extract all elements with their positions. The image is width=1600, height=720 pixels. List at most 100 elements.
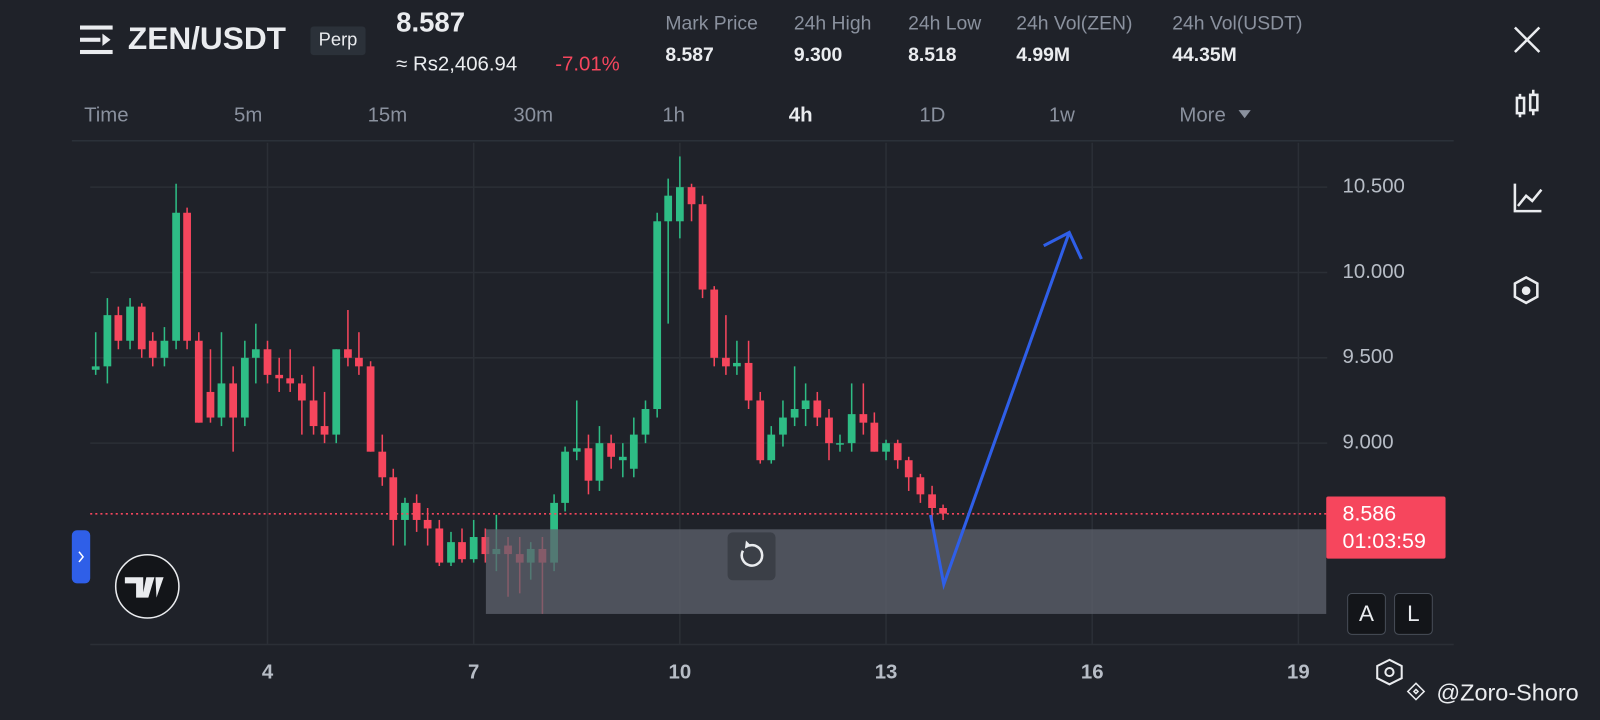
stat-value: 8.587 (665, 44, 713, 66)
stat-value: 8.518 (908, 44, 957, 66)
candle-body (251, 349, 260, 358)
candle-body (263, 349, 272, 375)
candle-body (297, 383, 306, 401)
timeframe-tab[interactable]: 5m (234, 105, 262, 127)
side-icons (1376, 26, 1543, 701)
candle-body (710, 289, 719, 358)
candle-body (148, 340, 157, 358)
candle-body (572, 448, 581, 452)
candle-body (767, 434, 776, 461)
candle-body (801, 400, 810, 410)
y-tick-label: 10.000 (1343, 261, 1405, 283)
candle-body (481, 537, 490, 555)
x-tick-label: 16 (1081, 661, 1104, 683)
stat-value: 4.99M (1016, 44, 1070, 66)
candle-body (813, 400, 822, 418)
hex-icon[interactable] (1513, 275, 1539, 305)
candle-body (206, 391, 215, 418)
x-tick-label: 4 (262, 661, 274, 683)
candle-body (859, 414, 868, 423)
reset-button[interactable] (727, 532, 776, 581)
scale-button[interactable] (1347, 593, 1386, 635)
candle-body (240, 357, 249, 418)
change: -7.01% (555, 54, 620, 76)
candle-body (114, 315, 123, 341)
y-tick-label: 9.000 (1343, 432, 1394, 454)
timeframe-tab[interactable]: 1D (919, 105, 945, 127)
candle-body (904, 460, 913, 478)
last-price-label: 8.586 (1343, 501, 1397, 525)
timeframe-tab[interactable]: 15m (368, 105, 408, 127)
candle-body (378, 451, 387, 478)
candle-body (183, 212, 191, 341)
side-tab-arrow (78, 551, 85, 563)
settings-icon[interactable] (1376, 658, 1403, 686)
candle-body (401, 502, 409, 520)
reset-arrow (744, 540, 752, 549)
candle-body (126, 306, 134, 341)
candle-body (137, 306, 146, 350)
candle-body (779, 417, 787, 435)
candle-body (641, 409, 650, 435)
stat-label: Mark Price (665, 13, 758, 35)
candle-body (836, 443, 844, 445)
candle-body (344, 349, 352, 358)
countdown-label: 01:03:59 (1343, 529, 1426, 553)
stat-label: 24h Vol(USDT) (1172, 13, 1302, 35)
candle-body (229, 383, 238, 418)
candle-body (309, 400, 318, 427)
timeframe-tab[interactable]: 4h (789, 105, 813, 127)
candle-body (160, 340, 169, 358)
candle-body (194, 340, 203, 423)
candle-body (217, 383, 226, 418)
menu-icon[interactable] (80, 25, 113, 55)
candle-body (103, 315, 112, 367)
side-tab[interactable] (71, 530, 91, 584)
dropdown-caret (1238, 110, 1251, 119)
candle-body (435, 528, 444, 563)
candle-body (847, 414, 856, 444)
candle-body (584, 448, 593, 481)
candle-body (653, 221, 662, 410)
candle-body (825, 417, 833, 444)
candle-body (733, 362, 741, 367)
reset-icon (740, 543, 764, 567)
stat-label: 24h Vol(ZEN) (1016, 13, 1132, 35)
candle-body (389, 477, 398, 520)
candle-body (790, 409, 799, 418)
watermark: @Zoro-Shoro (1436, 680, 1578, 706)
close-icon[interactable] (1513, 26, 1541, 53)
candle-body (744, 362, 753, 401)
x-tick-label: 7 (468, 661, 479, 683)
watermark-logo (1406, 682, 1426, 701)
y-tick-label: 9.500 (1343, 346, 1394, 368)
fiat-price: ≈ Rs2,406.94 (396, 54, 517, 76)
timeframe-tab[interactable]: 1h (662, 105, 685, 127)
x-tick-label: 13 (875, 661, 898, 683)
candle-body (916, 477, 925, 495)
stat-value: 44.35M (1172, 44, 1237, 66)
candle-body (561, 451, 569, 503)
timeframe-tab[interactable]: 30m (513, 105, 553, 127)
candle-body (939, 508, 947, 514)
scale-button-label: L (1407, 601, 1419, 626)
candle-body (629, 434, 638, 469)
arrow-drawing[interactable] (929, 232, 1071, 591)
last-price-tag (1326, 496, 1446, 559)
pair[interactable]: ZEN/USDT (128, 20, 286, 56)
timeframe-tab[interactable]: Time (84, 105, 129, 127)
candle-body (698, 204, 707, 290)
candle-body (756, 400, 765, 461)
timeframe-tab[interactable]: More (1179, 105, 1225, 127)
scale-button[interactable] (1394, 593, 1433, 635)
candle-body (412, 502, 421, 520)
arrow-head (1043, 230, 1083, 260)
candle-body (275, 374, 284, 379)
indicator-icon[interactable] (1513, 183, 1543, 213)
range-drawing[interactable] (485, 529, 1327, 614)
timeframe-tab[interactable]: 1w (1049, 105, 1075, 127)
x-tick-label: 19 (1287, 661, 1310, 683)
candle-body (469, 537, 478, 560)
y-tick-label: 10.500 (1343, 176, 1405, 198)
